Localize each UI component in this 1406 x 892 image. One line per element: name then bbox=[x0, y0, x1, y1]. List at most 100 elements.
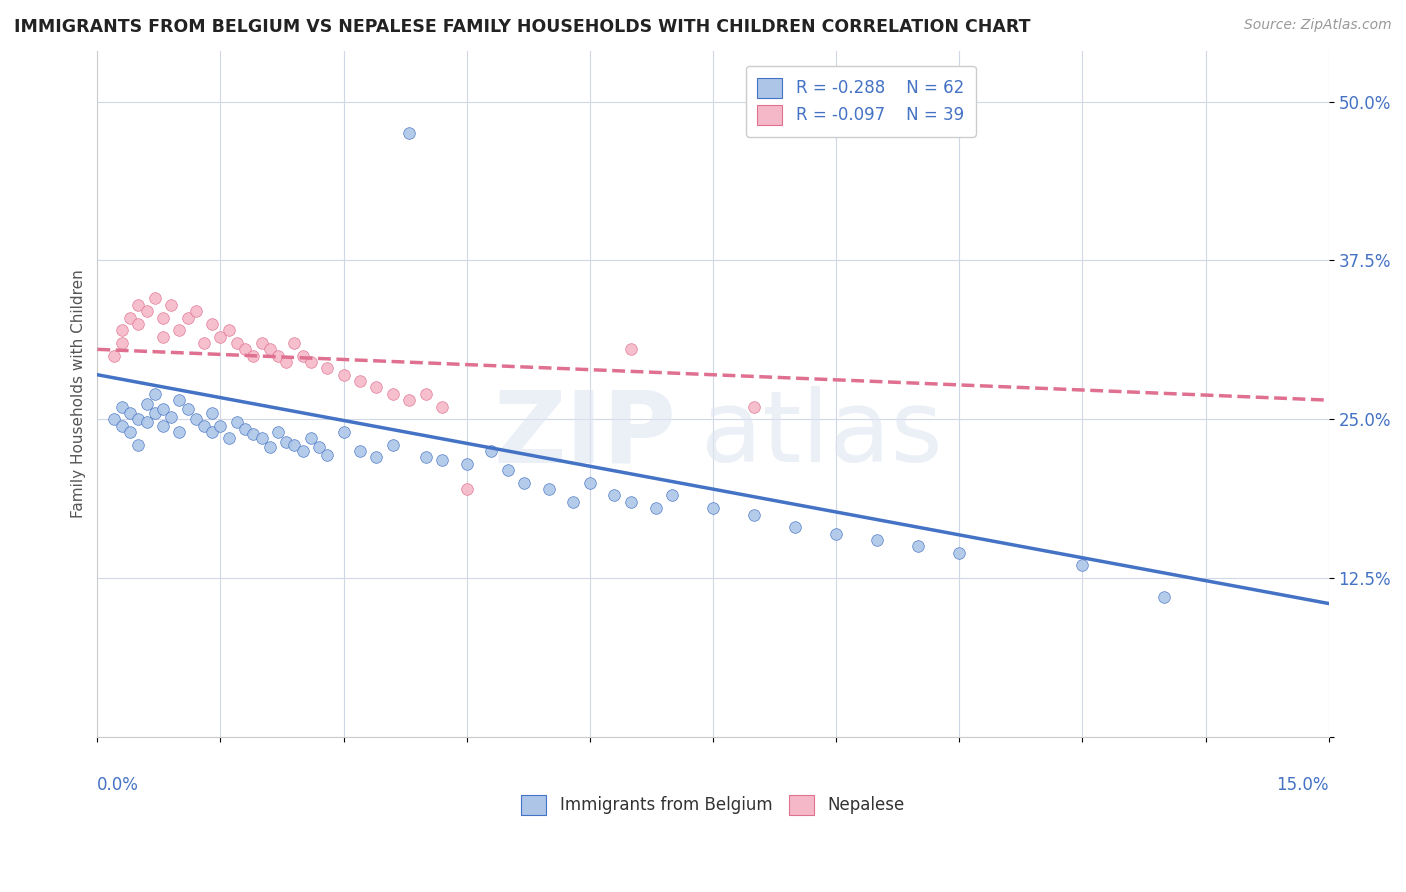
Point bbox=[120, 310, 142, 325]
Point bbox=[193, 336, 215, 351]
Point bbox=[620, 343, 643, 357]
Point bbox=[184, 412, 207, 426]
Point bbox=[127, 437, 149, 451]
Point bbox=[283, 437, 305, 451]
Point bbox=[398, 393, 420, 408]
Text: Source: ZipAtlas.com: Source: ZipAtlas.com bbox=[1244, 18, 1392, 32]
Point bbox=[209, 329, 232, 343]
Point bbox=[479, 444, 502, 458]
Point bbox=[111, 336, 134, 351]
Point bbox=[620, 495, 643, 509]
Point bbox=[143, 406, 166, 420]
Point bbox=[184, 304, 207, 318]
Point bbox=[702, 501, 724, 516]
Point bbox=[242, 427, 264, 442]
Point bbox=[349, 444, 371, 458]
Point bbox=[644, 501, 666, 516]
Point bbox=[250, 336, 273, 351]
Text: 15.0%: 15.0% bbox=[1277, 776, 1329, 794]
Point bbox=[415, 386, 437, 401]
Point bbox=[742, 508, 765, 522]
Point bbox=[169, 323, 191, 337]
Point bbox=[332, 368, 354, 382]
Point bbox=[430, 453, 453, 467]
Point bbox=[267, 425, 290, 439]
Point bbox=[152, 310, 174, 325]
Text: ZIP: ZIP bbox=[494, 386, 676, 483]
Text: 0.0%: 0.0% bbox=[97, 776, 139, 794]
Point bbox=[127, 298, 149, 312]
Point bbox=[332, 425, 354, 439]
Point bbox=[152, 418, 174, 433]
Point bbox=[127, 317, 149, 331]
Point bbox=[661, 488, 683, 502]
Point bbox=[176, 310, 198, 325]
Point bbox=[299, 355, 322, 369]
Point bbox=[201, 425, 224, 439]
Point bbox=[1153, 590, 1175, 604]
Point bbox=[456, 482, 478, 496]
Point bbox=[562, 495, 585, 509]
Point bbox=[381, 386, 404, 401]
Point bbox=[233, 422, 256, 436]
Point bbox=[135, 415, 157, 429]
Point bbox=[135, 304, 157, 318]
Legend: Immigrants from Belgium, Nepalese: Immigrants from Belgium, Nepalese bbox=[513, 787, 912, 823]
Point bbox=[135, 397, 157, 411]
Point bbox=[259, 343, 281, 357]
Point bbox=[603, 488, 626, 502]
Point bbox=[579, 475, 602, 490]
Point bbox=[169, 393, 191, 408]
Point bbox=[111, 418, 134, 433]
Y-axis label: Family Households with Children: Family Households with Children bbox=[72, 269, 86, 518]
Point bbox=[259, 440, 281, 454]
Text: IMMIGRANTS FROM BELGIUM VS NEPALESE FAMILY HOUSEHOLDS WITH CHILDREN CORRELATION : IMMIGRANTS FROM BELGIUM VS NEPALESE FAMI… bbox=[14, 18, 1031, 36]
Point bbox=[783, 520, 806, 534]
Point bbox=[242, 349, 264, 363]
Point bbox=[283, 336, 305, 351]
Point bbox=[120, 425, 142, 439]
Point bbox=[299, 431, 322, 445]
Point bbox=[218, 323, 240, 337]
Point bbox=[381, 437, 404, 451]
Point bbox=[160, 409, 183, 424]
Point bbox=[111, 323, 134, 337]
Point bbox=[276, 355, 298, 369]
Point bbox=[456, 457, 478, 471]
Point bbox=[250, 431, 273, 445]
Point bbox=[866, 533, 889, 547]
Point bbox=[366, 380, 388, 394]
Point bbox=[143, 386, 166, 401]
Point bbox=[176, 402, 198, 417]
Point bbox=[201, 317, 224, 331]
Point bbox=[415, 450, 437, 465]
Point bbox=[513, 475, 536, 490]
Point bbox=[111, 400, 134, 414]
Point bbox=[308, 440, 330, 454]
Point bbox=[496, 463, 519, 477]
Point bbox=[267, 349, 290, 363]
Point bbox=[366, 450, 388, 465]
Point bbox=[742, 400, 765, 414]
Point bbox=[201, 406, 224, 420]
Point bbox=[825, 526, 848, 541]
Point bbox=[225, 415, 247, 429]
Point bbox=[218, 431, 240, 445]
Point bbox=[127, 412, 149, 426]
Point bbox=[537, 482, 560, 496]
Point bbox=[430, 400, 453, 414]
Point bbox=[316, 448, 339, 462]
Point bbox=[291, 444, 314, 458]
Point bbox=[152, 329, 174, 343]
Point bbox=[349, 374, 371, 388]
Point bbox=[152, 402, 174, 417]
Point bbox=[169, 425, 191, 439]
Point bbox=[209, 418, 232, 433]
Point bbox=[398, 126, 420, 140]
Point bbox=[907, 539, 929, 553]
Point bbox=[276, 435, 298, 450]
Point bbox=[103, 412, 125, 426]
Text: atlas: atlas bbox=[700, 386, 942, 483]
Point bbox=[120, 406, 142, 420]
Point bbox=[143, 292, 166, 306]
